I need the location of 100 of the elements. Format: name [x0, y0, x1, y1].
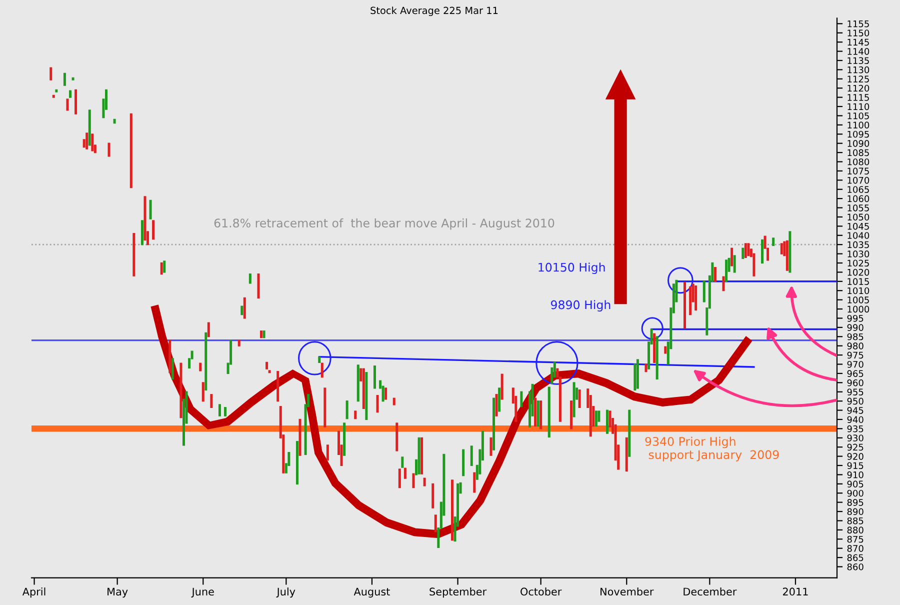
candlestick	[432, 483, 434, 508]
x-tick-label: 2011	[782, 588, 808, 596]
y-tick-label: 1085	[848, 149, 869, 156]
candlestick	[376, 394, 379, 413]
y-tick-label: 960	[847, 379, 864, 386]
y-tick-label: 920	[847, 453, 864, 460]
y-tick-label: 1110	[848, 103, 870, 110]
candlestick	[86, 132, 88, 150]
candlestick	[434, 514, 437, 532]
candlestick	[218, 404, 221, 416]
candlestick	[412, 473, 415, 488]
candlestick	[498, 388, 501, 412]
y-tick-label: 975	[847, 352, 864, 359]
y-tick-label: 880	[847, 526, 864, 534]
y-tick-label: 1155	[848, 20, 869, 28]
candlestick	[326, 444, 329, 461]
y-tick-label: 865	[847, 554, 864, 562]
y-tick-label: 995	[847, 314, 864, 322]
candlestick	[733, 255, 736, 273]
candlestick	[780, 243, 783, 254]
annotation: 9890 High	[550, 300, 610, 312]
candlestick	[248, 273, 252, 284]
y-tick-label: 1060	[848, 195, 870, 202]
y-tick-label: 1135	[848, 57, 869, 64]
y-tick-label: 1070	[848, 176, 870, 184]
y-tick-label: 875	[847, 536, 864, 543]
y-tick-label: 1055	[848, 204, 869, 212]
y-tick-label: 1040	[848, 232, 870, 239]
candlestick	[606, 410, 608, 434]
y-tick-label: 945	[847, 406, 864, 414]
x-tick-label: November	[600, 587, 654, 596]
candlestick	[702, 280, 706, 302]
candlestick	[346, 400, 348, 420]
y-tick-label: 1030	[848, 250, 870, 258]
y-tick-label: 1045	[848, 222, 869, 230]
y-tick-label: 895	[847, 499, 864, 506]
candlestick	[163, 260, 166, 273]
candlestick	[63, 72, 66, 86]
candlestick	[714, 267, 716, 282]
candlestick	[744, 243, 747, 258]
annotation: 10150 High	[538, 262, 605, 274]
candlestick	[401, 456, 404, 468]
candlestick	[171, 358, 174, 380]
y-tick-label: 1150	[848, 30, 870, 36]
y-tick-label: 1120	[848, 84, 870, 92]
y-tick-label: 925	[847, 444, 864, 451]
candlestick	[50, 67, 52, 80]
y-tick-label: 965	[847, 370, 864, 377]
y-tick-label: 930	[847, 434, 864, 442]
y-tick-label: 905	[847, 480, 864, 488]
candlestick	[373, 366, 376, 389]
y-tick-label: 900	[847, 490, 864, 497]
candlestick	[74, 89, 78, 114]
candlestick	[140, 220, 144, 246]
y-tick-label: 1050	[848, 214, 870, 221]
x-tick-label: September	[430, 587, 487, 598]
y-tick-label: 970	[847, 360, 864, 368]
candlestick	[722, 276, 725, 292]
y-tick-label: 1075	[848, 168, 869, 174]
candlestick	[473, 472, 476, 493]
y-tick-label: 890	[847, 508, 864, 516]
y-tick-label: 1115	[848, 94, 869, 101]
candlestick	[490, 437, 492, 456]
y-tick-label: 985	[847, 333, 864, 340]
y-tick-label: 1005	[848, 296, 869, 304]
y-tick-label: 1020	[848, 268, 870, 276]
candlestick	[384, 388, 388, 400]
y-tick-label: 1015	[848, 278, 869, 285]
candlestick	[694, 285, 698, 310]
candlestick	[747, 243, 750, 256]
y-tick-label: 940	[847, 416, 864, 424]
x-tick-label: May	[108, 588, 128, 598]
candlestick	[108, 142, 110, 157]
y-tick-label: 1105	[848, 112, 869, 120]
candlestick	[404, 468, 406, 479]
candlestick	[91, 134, 94, 152]
y-tick-label: 1065	[848, 186, 869, 193]
candlestick	[207, 322, 210, 338]
candlestick	[210, 394, 213, 408]
candlestick	[520, 391, 523, 408]
candlestick	[152, 220, 155, 240]
candlestick	[495, 394, 498, 416]
candlestick	[66, 98, 69, 111]
y-tick-label: 870	[847, 545, 864, 552]
x-tick-label: June	[191, 588, 214, 598]
y-tick-label: 950	[847, 398, 864, 405]
y-tick-label: 1080	[848, 158, 870, 166]
candlestick	[398, 468, 401, 488]
candlestick	[578, 389, 581, 408]
annotation: 61.8% retracement of the bear move April - August 2010	[214, 218, 554, 230]
annotation: 9340 Prior High support January 2009	[645, 436, 779, 462]
candlestick	[742, 248, 744, 259]
y-tick-label: 1025	[848, 260, 869, 267]
x-tick-label: August	[354, 588, 390, 598]
y-tick-label: 1140	[848, 48, 870, 55]
y-tick-label: 915	[847, 462, 864, 470]
candlestick	[761, 239, 764, 264]
chart-title: Stock Average 225 Mar 11	[370, 6, 498, 16]
candlestick	[243, 297, 246, 319]
candlestick	[202, 382, 204, 402]
